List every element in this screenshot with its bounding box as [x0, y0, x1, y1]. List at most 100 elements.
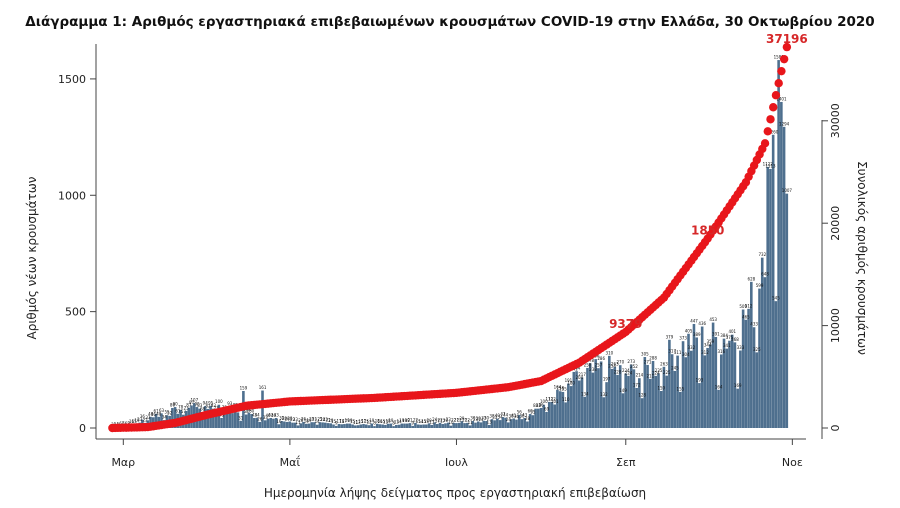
bar: [233, 408, 237, 428]
bar: [741, 309, 745, 428]
bar-value-label: 245: [671, 365, 679, 370]
bar-value-label: 95: [208, 400, 214, 405]
bar-value-label: 23: [293, 417, 299, 422]
bar-value-label: 15: [424, 419, 430, 424]
bar-value-label: 545: [772, 296, 780, 301]
bar: [411, 425, 414, 428]
bar: [760, 257, 764, 428]
bar-value-label: 161: [259, 385, 267, 390]
bar: [602, 397, 606, 428]
bar-value-label: 110: [562, 397, 570, 402]
bar: [310, 422, 313, 428]
bar: [610, 368, 614, 428]
bar-value-label: 344: [704, 342, 712, 347]
bar-value-label: 286: [597, 356, 605, 361]
bar: [597, 368, 600, 428]
bar-value-label: 15: [132, 419, 138, 424]
bar: [214, 411, 218, 428]
bar: [722, 338, 726, 428]
bar-value-label: 43: [252, 412, 258, 417]
bar: [455, 423, 458, 428]
bar-value-label: 132: [600, 392, 608, 397]
bar: [629, 364, 633, 428]
bar-value-label: 379: [666, 334, 674, 339]
bar-value-label: 18: [304, 418, 310, 423]
bar: [651, 360, 655, 428]
bar: [703, 355, 707, 428]
bar: [419, 424, 423, 428]
bar-value-label: 155: [677, 386, 685, 391]
bar: [567, 383, 570, 428]
bar-value-label: 40: [271, 413, 277, 418]
bar: [621, 393, 625, 428]
bar: [460, 421, 464, 428]
bar-value-label: 17: [336, 419, 342, 424]
bar-value-label: 305: [641, 352, 649, 357]
bar-value-label: 389: [693, 332, 701, 337]
bar: [695, 337, 698, 428]
bar-value-label: 33: [263, 415, 269, 420]
bar-value-label: 94: [203, 401, 209, 406]
bar-value-label: 197: [603, 377, 611, 382]
bar: [520, 419, 524, 428]
bar: [318, 422, 322, 428]
bar-value-label: 9: [335, 420, 338, 425]
bar: [340, 424, 343, 428]
bar-value-label: 23: [290, 417, 296, 422]
bar: [583, 396, 587, 428]
bar-value-label: 26: [301, 416, 307, 421]
bar-value-label: 90: [194, 402, 200, 407]
bar: [676, 355, 679, 428]
bar-value-label: 193: [696, 378, 704, 383]
bar-value-label: 43: [274, 412, 280, 417]
bar-value-label: 16: [129, 419, 135, 424]
bar: [326, 423, 330, 428]
bar: [605, 382, 608, 428]
bar-value-label: 36: [140, 414, 146, 419]
bar: [438, 422, 442, 428]
bar-value-label: 46: [151, 412, 157, 417]
bar-value-label: 15: [416, 419, 422, 424]
bar: [711, 322, 715, 428]
bar: [299, 423, 303, 428]
bar-value-label: 43: [268, 412, 274, 417]
bar: [692, 323, 696, 428]
bar: [307, 423, 311, 428]
cumulative-point: [769, 103, 778, 112]
bar-value-label: 38: [509, 414, 515, 419]
bar: [160, 413, 163, 428]
bar-value-label: 63: [159, 408, 165, 413]
bar-value-label: 83: [536, 403, 542, 408]
bars-layer: [111, 60, 789, 429]
bar-value-label: 23: [446, 417, 452, 422]
bar: [588, 363, 592, 428]
bar: [471, 421, 475, 428]
bar-value-label: 17: [361, 419, 367, 424]
bar: [747, 308, 750, 428]
bar: [403, 423, 406, 428]
bar-value-label: 22: [143, 417, 149, 422]
bar: [466, 422, 469, 428]
bar: [378, 424, 382, 428]
bar: [444, 423, 447, 428]
bar: [244, 414, 248, 428]
bar: [580, 377, 584, 428]
bar: [627, 375, 630, 428]
bar: [744, 319, 748, 428]
bar-value-label: 57: [181, 409, 187, 414]
bar: [272, 418, 275, 428]
bar: [763, 277, 767, 428]
bar: [662, 366, 666, 428]
bar-value-label: 149: [619, 388, 627, 393]
bar: [400, 423, 404, 428]
y-left-tick-label: 1500: [58, 73, 86, 86]
bar: [517, 414, 521, 428]
bar-value-label: 48: [148, 411, 154, 416]
cumulative-point: [760, 139, 770, 148]
x-tick-label: Σεπ: [616, 456, 636, 469]
bar-value-label: 204: [576, 375, 584, 380]
bar-value-label: 68: [200, 407, 206, 412]
bar: [427, 423, 431, 428]
bar-value-label: 18: [375, 418, 381, 423]
bar-value-label: 263: [611, 361, 619, 366]
